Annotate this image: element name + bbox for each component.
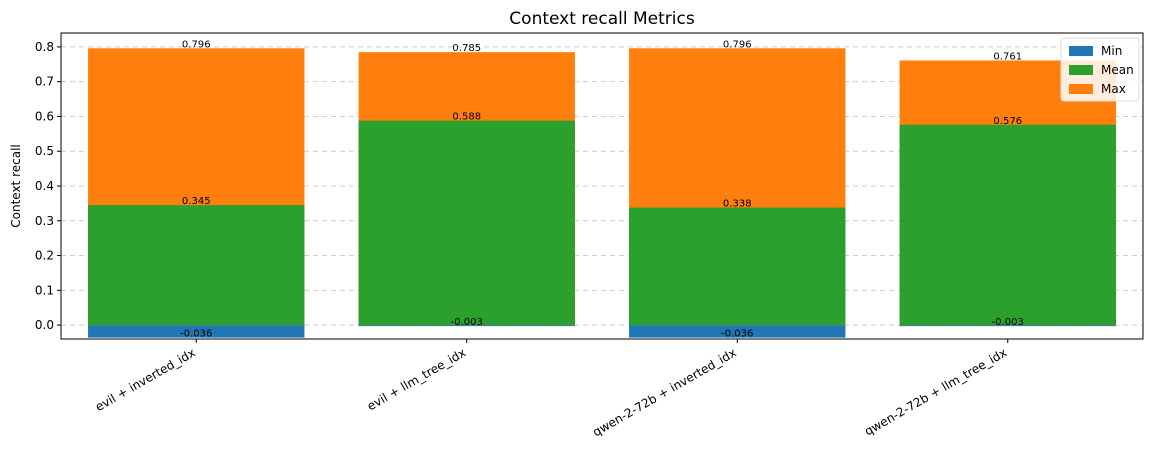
value-label-mean: 0.576 (993, 116, 1022, 127)
bar-mean (358, 120, 575, 326)
bar-min (358, 325, 575, 327)
x-tick-label: evil + llm_tree_idx (365, 345, 468, 413)
value-label-min: -0.003 (451, 317, 483, 328)
value-label-min: -0.003 (992, 317, 1024, 328)
bar-min (899, 325, 1116, 327)
y-axis: 0.0 0.1 0.2 0.3 0.4 0.5 0.6 0.7 0.8 (35, 40, 61, 332)
legend-swatch-max (1069, 84, 1093, 94)
bar-mean (629, 207, 846, 326)
bar-min (629, 325, 846, 338)
legend-swatch-mean (1069, 65, 1093, 75)
x-tick-label: qwen-2-72b + llm_tree_idx (862, 345, 1009, 438)
bar-mean (88, 205, 305, 326)
y-tick-label: 0.6 (35, 109, 54, 123)
y-tick-label: 0.0 (35, 318, 54, 332)
legend-label-min: Min (1101, 44, 1122, 58)
legend-swatch-min (1069, 46, 1093, 56)
bar-min (88, 325, 305, 338)
x-tick-label: qwen-2-72b + inverted_idx (590, 345, 739, 439)
bar-mean (899, 124, 1116, 326)
value-label-min: -0.036 (721, 329, 753, 340)
y-tick-label: 0.4 (35, 179, 54, 193)
legend-label-max: Max (1101, 82, 1126, 96)
x-tick-label: evil + inverted_idx (93, 345, 198, 414)
value-label-mean: 0.588 (452, 112, 481, 123)
chart-title: Context recall Metrics (509, 9, 695, 29)
y-tick-label: 0.3 (35, 214, 54, 228)
legend[interactable]: Min Mean Max (1060, 37, 1140, 102)
x-axis: evil + inverted_idx evil + llm_tree_idx qw… (93, 339, 1009, 439)
y-tick-label: 0.1 (35, 283, 54, 297)
value-label-max: 0.785 (452, 43, 481, 54)
y-tick-label: 0.5 (35, 144, 54, 158)
legend-label-mean: Mean (1101, 63, 1134, 77)
value-label-max: 0.796 (182, 39, 211, 50)
value-label-mean: 0.338 (723, 199, 752, 210)
bars-layer (88, 48, 1116, 338)
y-axis-title: Context recall (9, 144, 23, 228)
y-tick-label: 0.8 (35, 40, 54, 54)
value-label-mean: 0.345 (182, 196, 211, 207)
y-tick-label: 0.7 (35, 75, 54, 89)
value-label-max: 0.796 (723, 39, 752, 50)
value-label-min: -0.036 (180, 329, 212, 340)
value-label-max: 0.761 (993, 51, 1022, 62)
y-tick-label: 0.2 (35, 249, 54, 263)
value-labels-layer: -0.036 -0.003 -0.036 -0.003 0.345 0.588 0.338 0… (180, 39, 1024, 339)
